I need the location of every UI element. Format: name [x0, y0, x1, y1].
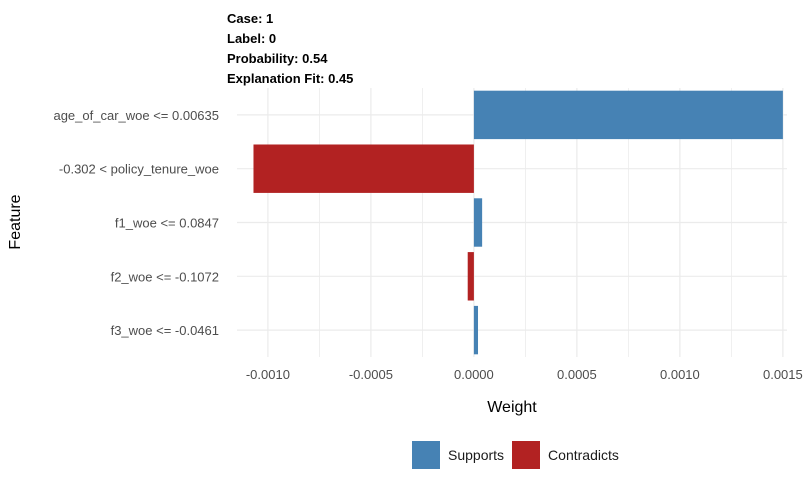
case-label: Case: 1: [227, 11, 274, 26]
x-tick-label: 0.0010: [660, 367, 700, 382]
legend-swatch-contradicts: [512, 441, 541, 469]
x-tick-label: 0.0000: [454, 367, 494, 382]
legend-label-contradicts: Contradicts: [548, 447, 619, 463]
probability-label: Probability: 0.54: [227, 51, 328, 66]
y-axis-title: Feature: [7, 194, 24, 249]
label-label: Label: 0: [227, 31, 277, 46]
explanation-fit-label: Explanation Fit: 0.45: [227, 71, 354, 86]
legend-swatch-supports: [412, 441, 440, 469]
legend: Supports Contradicts: [412, 441, 627, 469]
bar-contradicts: [467, 252, 474, 301]
y-tick-label: f3_woe <= -0.0461: [111, 323, 219, 338]
y-tick-label: -0.302 < policy_tenure_woe: [59, 162, 219, 177]
chart-header: Case: 1 Label: 0 Probability: 0.54 Expla…: [227, 9, 353, 89]
legend-label-supports: Supports: [448, 447, 505, 463]
x-tick-label: -0.0005: [349, 367, 393, 382]
bar-supports: [473, 198, 483, 247]
bars-layer: [253, 90, 783, 355]
bar-supports: [473, 90, 783, 140]
x-tick-label: 0.0005: [557, 367, 597, 382]
x-axis-title: Weight: [487, 399, 537, 416]
y-tick-label: f2_woe <= -0.1072: [111, 269, 219, 284]
bar-supports: [473, 305, 479, 355]
x-tick-label: 0.0015: [763, 367, 803, 382]
y-tick-label: age_of_car_woe <= 0.00635: [53, 108, 219, 123]
x-tick-label: -0.0010: [246, 367, 290, 382]
bar-contradicts: [253, 144, 474, 193]
weight-bar-chart: age_of_car_woe <= 0.00635 -0.302 < policy…: [7, 88, 803, 416]
x-tick-labels: -0.0010 -0.0005 0.0000 0.0005 0.0010 0.0015: [246, 367, 803, 382]
y-tick-label: f1_woe <= 0.0847: [115, 216, 219, 231]
y-tick-labels: age_of_car_woe <= 0.00635 -0.302 < policy…: [53, 108, 219, 338]
